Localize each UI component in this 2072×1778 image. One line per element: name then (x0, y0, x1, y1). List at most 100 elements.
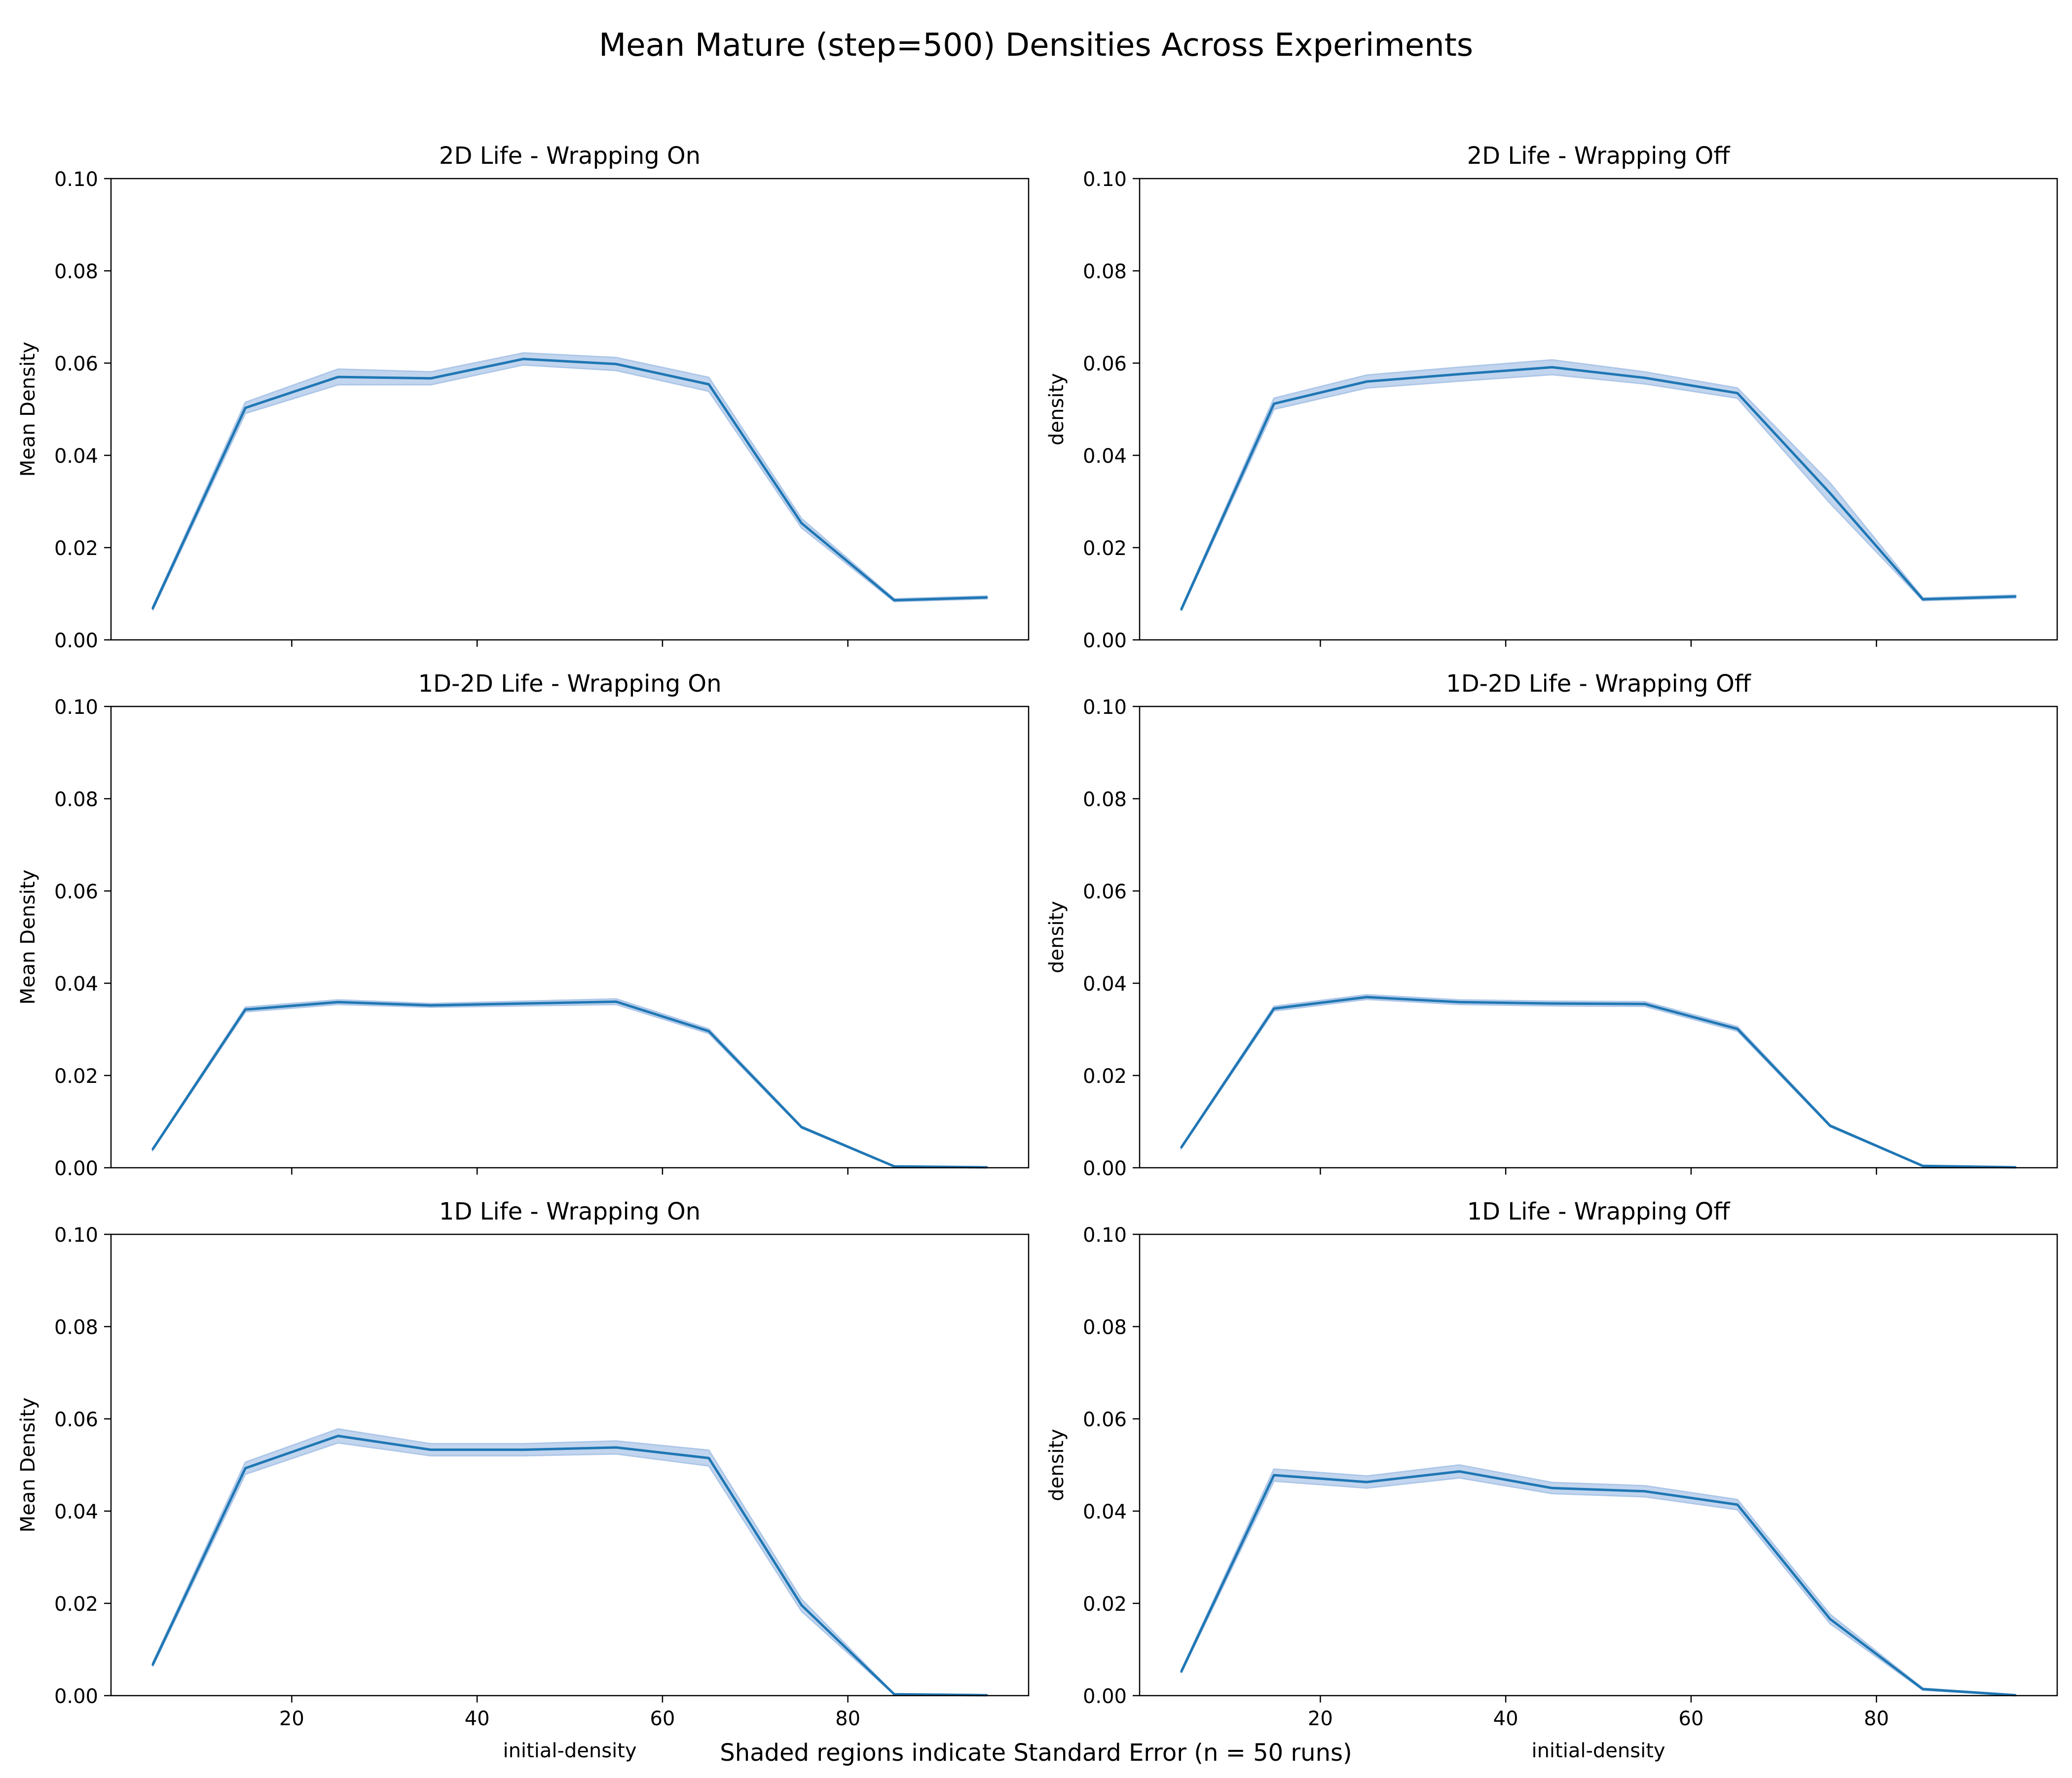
chart-5-ytick-label-4: 0.08 (1083, 1316, 1127, 1339)
chart-3-ytick-label-2: 0.04 (1083, 973, 1127, 996)
chart-2-point-6 (707, 1030, 710, 1033)
chart-0-point-1 (244, 407, 247, 409)
chart-3-ytick-label-0: 0.00 (1083, 1157, 1127, 1180)
chart-0-point-3 (430, 377, 432, 379)
chart-3-point-4 (1551, 1002, 1554, 1005)
chart-1-panel: 0.00 0.02 0.04 0.06 0.08 0.10 2D Life - Wrappi… (1045, 142, 2058, 652)
chart-2-point-2 (337, 1001, 339, 1003)
chart-5-point-2 (1366, 1481, 1368, 1483)
chart-1-point-8 (1922, 598, 1924, 600)
chart-1-point-5 (1643, 376, 1646, 379)
chart-1-title: 2D Life - Wrapping Off (1467, 142, 1731, 170)
chart-5-point-3 (1458, 1470, 1461, 1473)
chart-0-ytick-label-3: 0.06 (54, 353, 98, 375)
chart-5-point-7 (1829, 1618, 1831, 1620)
chart-2-ytick-label-5: 0.10 (54, 696, 98, 719)
chart-0-ytick-label-0: 0.00 (54, 630, 98, 652)
chart-5-title: 1D Life - Wrapping Off (1467, 1198, 1731, 1225)
chart-0-point-8 (893, 599, 895, 601)
chart-2-point-5 (615, 1000, 617, 1003)
chart-0-panel: 0.00 0.02 0.04 0.06 0.08 0.10 2D Life - Wrappi… (17, 142, 1030, 652)
chart-3-ylabel: density (1045, 901, 1068, 973)
chart-1-error-band (1181, 359, 2016, 611)
chart-1-point-3 (1458, 373, 1461, 375)
chart-4-series-line (151, 1435, 987, 1697)
chart-3-point-6 (1736, 1028, 1739, 1030)
chart-1-ylabel: density (1045, 373, 1068, 445)
chart-1-ytick-label-4: 0.08 (1083, 260, 1127, 283)
chart-3-point-2 (1366, 996, 1368, 999)
chart-2-title: 1D-2D Life - Wrapping On (418, 670, 722, 698)
chart-3-ytick-label-1: 0.02 (1083, 1065, 1127, 1088)
chart-4-title: 1D Life - Wrapping On (439, 1198, 701, 1225)
chart-4-frame (110, 1233, 1030, 1697)
chart-4-ytick-label-3: 0.06 (54, 1408, 98, 1431)
chart-2-point-3 (430, 1004, 432, 1006)
chart-4-xlabel: initial-density (503, 1740, 636, 1762)
chart-1-point-1 (1273, 403, 1275, 405)
chart-4-xtick-label-0: 20 (279, 1707, 304, 1730)
chart-5-point-6 (1736, 1503, 1739, 1506)
chart-4-point-5 (615, 1446, 617, 1448)
chart-1-point-6 (1736, 392, 1739, 394)
chart-3-point-1 (1273, 1007, 1275, 1010)
chart-2-point-1 (244, 1008, 247, 1011)
chart-1-point-4 (1551, 366, 1554, 369)
chart-2-ytick-label-0: 0.00 (54, 1157, 98, 1180)
chart-0-ytick-label-4: 0.08 (54, 260, 98, 283)
chart-4-error-band (152, 1428, 988, 1697)
chart-5-series-line (1180, 1470, 2016, 1697)
chart-2-panel: 0.00 0.02 0.04 0.06 0.08 0.10 1D-2D Life - Wra… (17, 670, 1030, 1180)
chart-0-ytick-label-5: 0.10 (54, 168, 98, 191)
chart-0-title: 2D Life - Wrapping On (439, 142, 701, 170)
chart-3-panel: 0.00 0.02 0.04 0.06 0.08 0.10 1D-2D Life - Wra… (1045, 670, 2058, 1180)
chart-5-error-band (1181, 1464, 2016, 1697)
chart-0-ylabel: Mean Density (17, 342, 39, 477)
chart-3-point-3 (1458, 1001, 1461, 1003)
chart-2-error-band (152, 998, 988, 1169)
chart-3-point-5 (1643, 1003, 1646, 1005)
chart-2-ytick-label-4: 0.08 (54, 788, 98, 811)
chart-5-xtick-label-0: 20 (1308, 1707, 1333, 1730)
chart-1-point-9 (2014, 595, 2017, 598)
chart-0-frame (110, 178, 1030, 641)
chart-5-xtick-label-1: 40 (1493, 1707, 1518, 1730)
chart-5-point-4 (1551, 1487, 1554, 1489)
chart-1-series-line (1180, 366, 2016, 610)
chart-2-frame (110, 705, 1030, 1169)
chart-4-panel: 0.00 0.02 0.04 0.06 0.08 0.10 20 40 60 80 1D Life … (17, 1198, 1030, 1762)
chart-1-point-0 (1180, 608, 1183, 611)
chart-0-ytick-label-2: 0.04 (54, 445, 98, 468)
chart-4-point-0 (151, 1664, 154, 1666)
figure-caption: Shaded regions indicate Standard Error (… (720, 1739, 1352, 1767)
chart-2-point-0 (151, 1148, 154, 1150)
chart-0-point-2 (337, 376, 339, 378)
chart-0-series-line (151, 358, 987, 609)
chart-5-ytick-label-1: 0.02 (1083, 1593, 1127, 1616)
chart-4-point-8 (893, 1693, 895, 1696)
chart-3-point-8 (1922, 1165, 1924, 1167)
chart-1-point-2 (1366, 380, 1368, 383)
chart-1-ytick-label-5: 0.10 (1083, 168, 1127, 191)
chart-0-error-band (152, 352, 988, 611)
chart-0-point-7 (800, 522, 803, 524)
chart-0-point-6 (707, 383, 710, 385)
chart-3-ytick-label-3: 0.06 (1083, 881, 1127, 903)
chart-0-point-0 (151, 607, 154, 610)
chart-5-ytick-label-5: 0.10 (1083, 1224, 1127, 1247)
chart-3-frame (1139, 705, 2058, 1169)
chart-5-point-1 (1273, 1474, 1275, 1477)
chart-5-xlabel: initial-density (1531, 1740, 1665, 1762)
chart-4-ytick-label-1: 0.02 (54, 1593, 98, 1616)
chart-5-panel: 0.00 0.02 0.04 0.06 0.08 0.10 20 40 60 80 1D Life … (1045, 1198, 2058, 1762)
chart-1-frame (1139, 178, 2058, 641)
chart-4-ylabel: Mean Density (17, 1398, 39, 1533)
chart-2-point-7 (800, 1126, 803, 1128)
chart-4-point-2 (337, 1435, 339, 1437)
chart-5-ytick-label-2: 0.04 (1083, 1501, 1127, 1523)
chart-2-ytick-label-1: 0.02 (54, 1065, 98, 1088)
chart-4-point-1 (244, 1467, 247, 1469)
chart-3-series-line (1180, 996, 2016, 1169)
chart-4-ytick-label-4: 0.08 (54, 1316, 98, 1339)
